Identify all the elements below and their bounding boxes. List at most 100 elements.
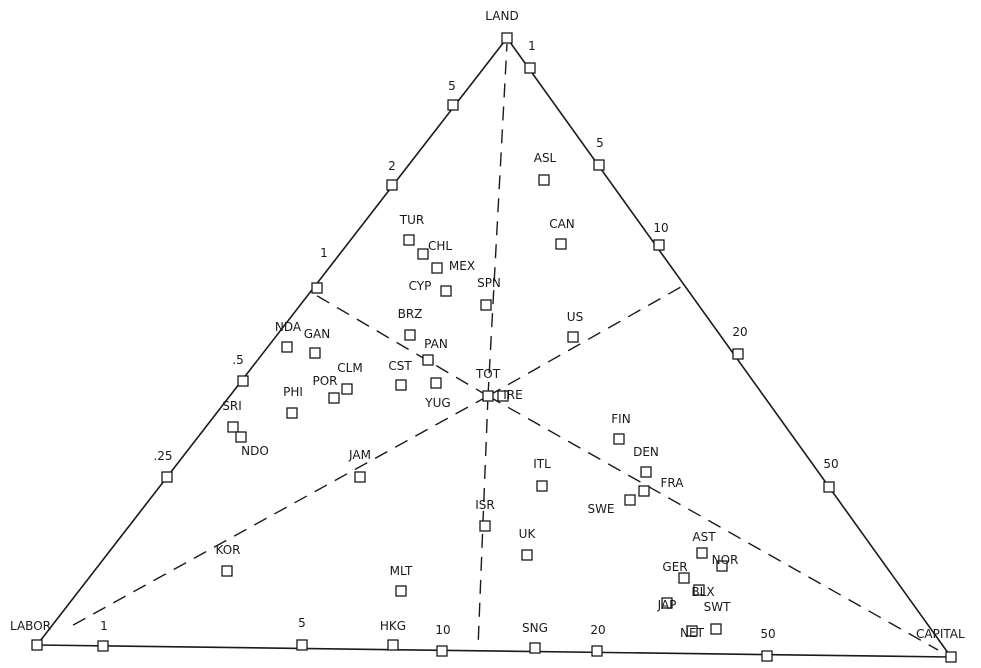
- point-clm-marker: [341, 383, 353, 395]
- edge-land-sides: [36, 36, 952, 658]
- tick-land_labor-0-marker: [447, 99, 459, 111]
- vertex-labor-label: LABOR: [10, 619, 51, 633]
- point-nda-marker: [281, 341, 293, 353]
- tick-labor_capital-4-label: 50: [760, 627, 775, 641]
- point-cst-marker: [395, 379, 407, 391]
- tick-land_labor-4-marker: [161, 471, 173, 483]
- point-uk-marker: [521, 549, 533, 561]
- point-ndo-marker: [235, 431, 247, 443]
- point-nor-label: NOR: [712, 553, 739, 567]
- point-gan-marker: [309, 347, 321, 359]
- point-hkg-marker: [387, 639, 399, 651]
- point-itl-marker: [536, 480, 548, 492]
- point-yug-label: YUG: [424, 396, 450, 410]
- point-cst-label: CST: [388, 359, 412, 373]
- point-swt-label: SWT: [704, 600, 731, 614]
- point-sri-marker: [227, 421, 239, 433]
- tick-land_labor-3-label: .5: [232, 353, 243, 367]
- point-sri-label: SRI: [222, 399, 242, 413]
- edge-labor-capital: [36, 644, 952, 658]
- point-asl-label: ASL: [534, 151, 557, 165]
- point-jap-marker: [661, 597, 673, 609]
- tick-land_capital-0-label: 1: [528, 39, 536, 53]
- point-kor-label: KOR: [216, 543, 241, 557]
- point-chl-label: CHL: [428, 239, 452, 253]
- tick-labor_capital-3-marker: [591, 645, 603, 657]
- tick-land_capital-4-label: 50: [823, 457, 838, 471]
- point-den-label: DEN: [633, 445, 659, 459]
- point-jam-marker: [354, 471, 366, 483]
- vertex-land-marker: [501, 32, 513, 44]
- point-asl-marker: [538, 174, 550, 186]
- point-spn-label: SPN: [477, 276, 501, 290]
- point-net-label: NET: [680, 626, 705, 640]
- point-tur-label: TUR: [399, 213, 424, 227]
- vertex-labor-marker: [31, 639, 43, 651]
- tick-land_capital-4-marker: [823, 481, 835, 493]
- point-us-label: US: [567, 310, 583, 324]
- point-kor-marker: [221, 565, 233, 577]
- point-us-marker: [567, 331, 579, 343]
- tick-land_labor-4-label: .25: [153, 449, 172, 463]
- tick-land_capital-2-label: 10: [653, 221, 668, 235]
- point-can-marker: [555, 238, 567, 250]
- point-gan-label: GAN: [304, 327, 330, 341]
- point-den-marker: [640, 466, 652, 478]
- vertex-land-label: LAND: [485, 9, 518, 23]
- tick-land_labor-2-marker: [311, 282, 323, 294]
- vertex-capital-marker: [945, 651, 957, 663]
- point-mex-marker: [431, 262, 443, 274]
- tick-labor_capital-0-marker: [97, 640, 109, 652]
- point-uk-label: UK: [519, 527, 537, 541]
- point-ndo-label: NDO: [241, 444, 269, 458]
- point-brz-label: BRZ: [398, 307, 423, 321]
- point-can-label: CAN: [549, 217, 575, 231]
- tick-labor_capital-2-label: 10: [435, 623, 450, 637]
- tick-labor_capital-1-marker: [296, 639, 308, 651]
- point-nda-label: NDA: [275, 320, 302, 334]
- point-jap-label: JAP: [657, 598, 677, 612]
- point-hkg-label: HKG: [380, 619, 406, 633]
- point-mlt-marker: [395, 585, 407, 597]
- point-yug-marker: [430, 377, 442, 389]
- point-pan-marker: [422, 354, 434, 366]
- point-jam-label: JAM: [348, 448, 371, 462]
- tick-land_capital-3-label: 20: [732, 325, 747, 339]
- tick-land_labor-1-marker: [386, 179, 398, 191]
- point-phi-label: PHI: [283, 385, 303, 399]
- tick-land_capital-3-marker: [732, 348, 744, 360]
- point-por-marker: [328, 392, 340, 404]
- tick-labor_capital-4-marker: [761, 650, 773, 662]
- point-nor-marker: [716, 560, 728, 572]
- point-fin-marker: [613, 433, 625, 445]
- tick-labor_capital-1-label: 5: [298, 616, 306, 630]
- point-ger-label: GER: [662, 560, 687, 574]
- tick-land_capital-0-marker: [524, 62, 536, 74]
- point-sng-label: SNG: [522, 621, 548, 635]
- tick-land_labor-2-label: 1: [320, 246, 328, 260]
- point-swe-label: SWE: [587, 502, 614, 516]
- point-phi-marker: [286, 407, 298, 419]
- tick-land_labor-0-label: 5: [448, 79, 456, 93]
- tick-land_capital-2-marker: [653, 239, 665, 251]
- point-mex-label: MEX: [449, 259, 475, 273]
- point-fra-marker: [638, 485, 650, 497]
- point-ire-marker: [497, 390, 509, 402]
- point-fin-label: FIN: [611, 412, 630, 426]
- point-cyp-label: CYP: [409, 279, 432, 293]
- point-mlt-label: MLT: [390, 564, 413, 578]
- point-brz-marker: [404, 329, 416, 341]
- tick-labor_capital-2-marker: [436, 645, 448, 657]
- point-ire-label: IRE: [503, 388, 522, 402]
- point-ast-marker: [696, 547, 708, 559]
- point-net-marker: [686, 625, 698, 637]
- point-spn-marker: [480, 299, 492, 311]
- tick-labor_capital-3-label: 20: [590, 623, 605, 637]
- point-swe-marker: [624, 494, 636, 506]
- vertex-capital-label: CAPITAL: [916, 627, 965, 641]
- point-ast-label: AST: [692, 530, 716, 544]
- dashed-to-land-capital-edge: [487, 282, 689, 397]
- point-fra-label: FRA: [661, 476, 685, 490]
